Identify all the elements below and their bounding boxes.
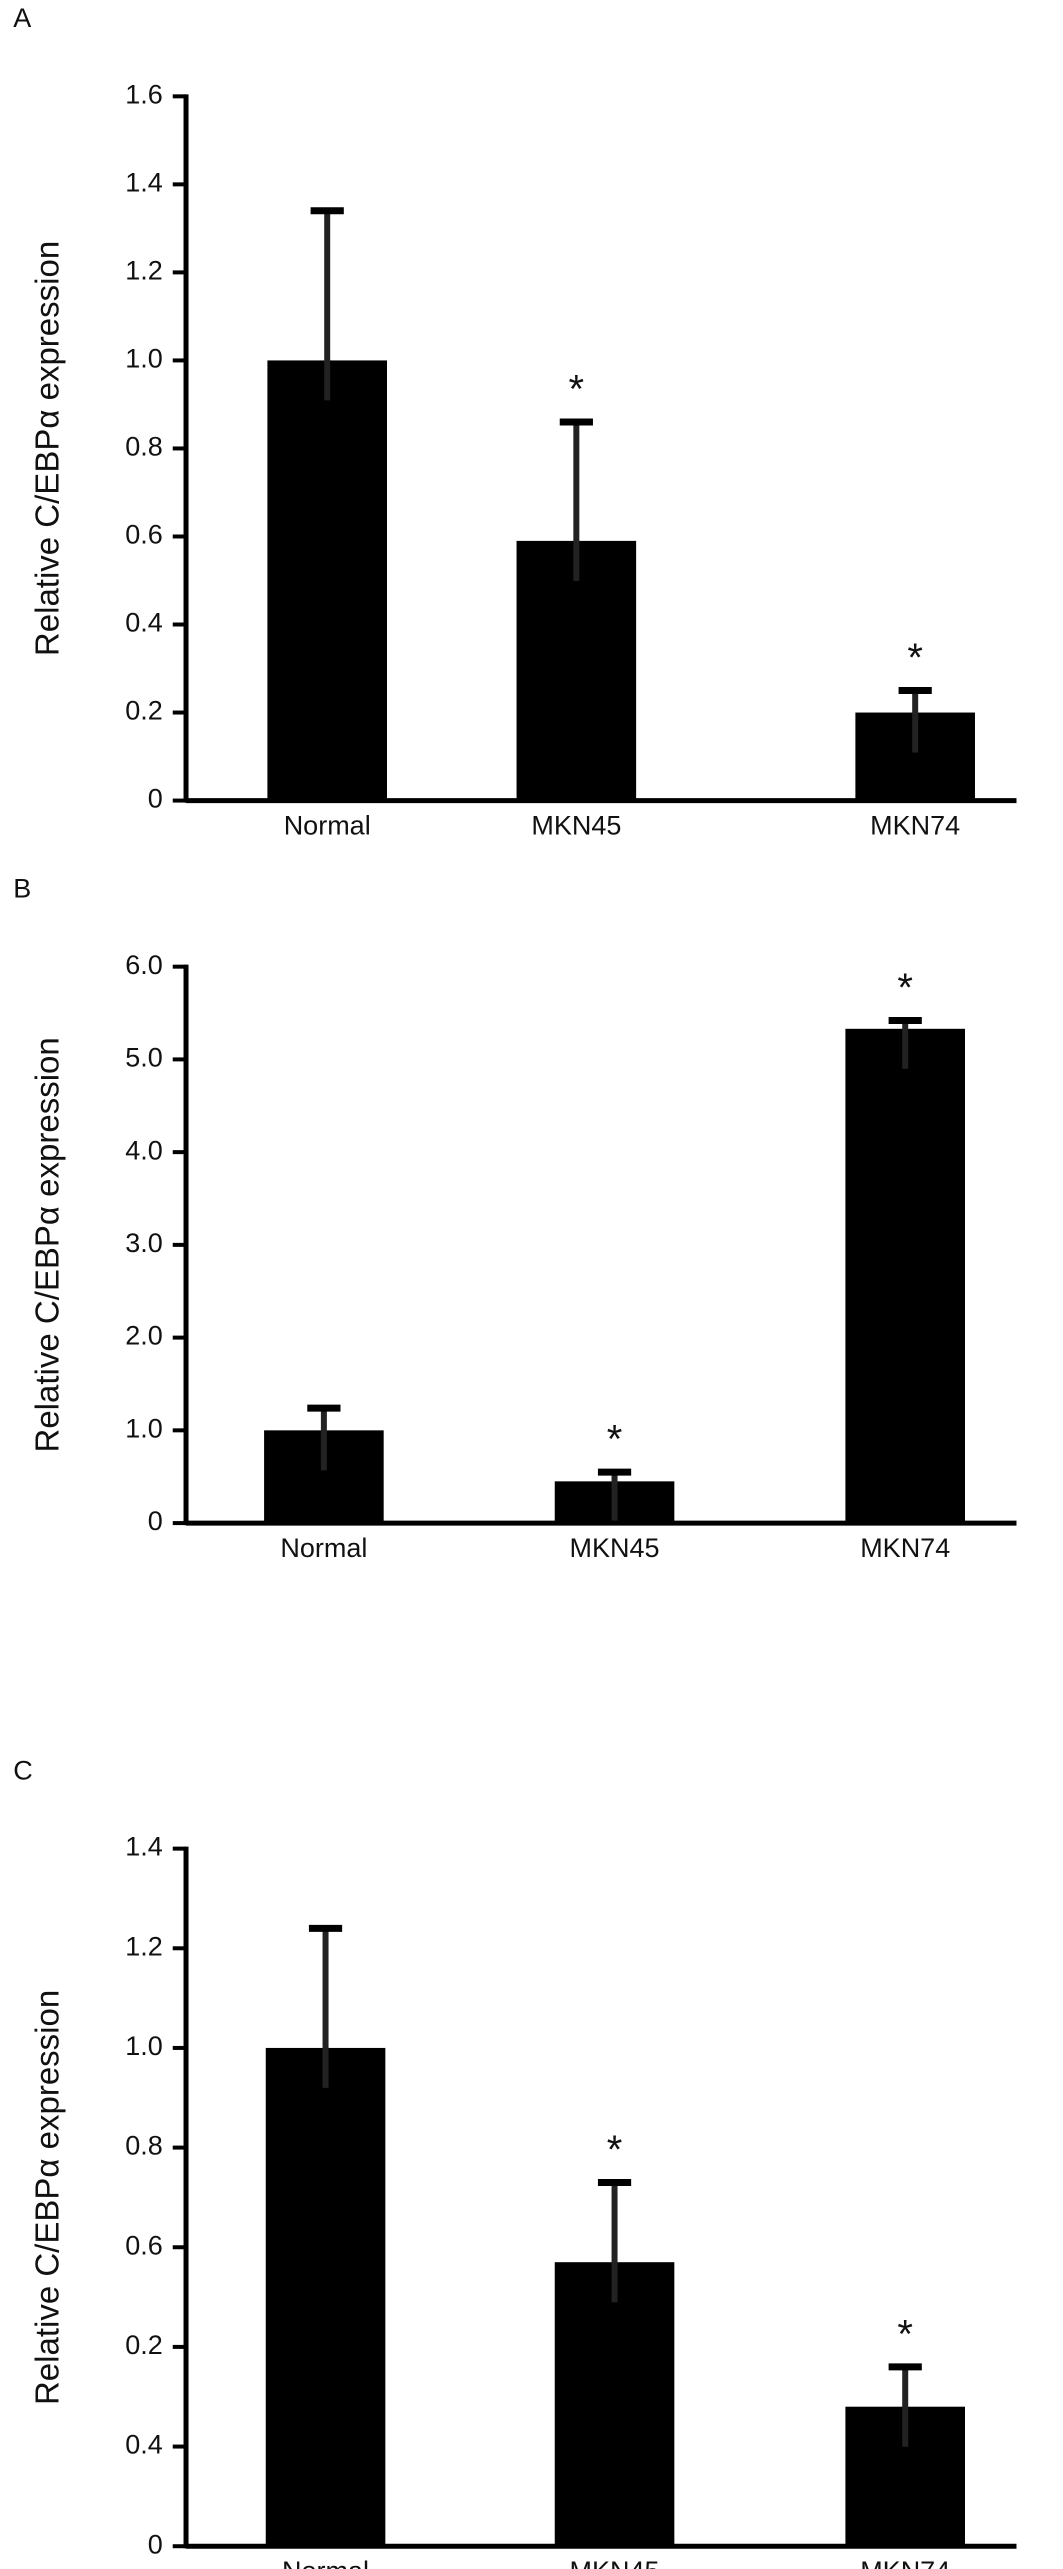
bar (267, 360, 387, 801)
bar (516, 540, 637, 801)
y-tick-label: 1.0 (125, 344, 163, 374)
y-tick-label: 0.2 (125, 2330, 163, 2360)
y-tick-label: 1.4 (125, 1832, 163, 1862)
y-tick-label: 0 (148, 1506, 163, 1536)
x-tick-label: Normal (280, 1533, 367, 1563)
y-tick-label: 0.6 (125, 520, 163, 550)
panel-label: B (13, 873, 31, 903)
x-tick-label: MKN45 (531, 810, 621, 840)
significance-mark: * (897, 966, 913, 1010)
x-tick-label: Normal (284, 810, 371, 840)
panel-label: C (13, 1755, 32, 1785)
y-axis-label: Relative C/EBPα expression (29, 1037, 66, 1452)
y-tick-label: 1.6 (125, 79, 163, 109)
x-tick-label: MKN45 (570, 2556, 660, 2569)
y-tick-label: 1.4 (125, 167, 163, 197)
y-tick-label: 0.4 (125, 608, 163, 638)
y-tick-label: 6.0 (125, 950, 163, 980)
x-tick-label: MKN74 (860, 2556, 950, 2569)
y-axis-label: Relative C/EBPα expression (29, 1990, 66, 2405)
y-tick-label: 0 (148, 2529, 163, 2559)
y-tick-label: 0.8 (125, 432, 163, 462)
y-tick-label: 5.0 (125, 1043, 163, 1073)
y-tick-label: 1.0 (125, 2031, 163, 2061)
x-tick-label: Normal (282, 2556, 369, 2569)
significance-mark: * (607, 1418, 623, 1462)
y-tick-label: 1.0 (125, 1413, 163, 1443)
x-tick-label: MKN45 (570, 1533, 660, 1563)
y-tick-label: 1.2 (125, 1931, 163, 1961)
y-tick-label: 2.0 (125, 1321, 163, 1351)
y-tick-label: 0 (148, 784, 163, 814)
y-tick-label: 1.2 (125, 256, 163, 286)
y-axis-label: Relative C/EBPα expression (29, 241, 66, 656)
y-tick-label: 3.0 (125, 1228, 163, 1258)
y-tick-label: 0.6 (125, 2230, 163, 2260)
panel-label: A (13, 3, 31, 33)
bar (265, 2047, 386, 2547)
significance-mark: * (897, 2313, 913, 2357)
significance-mark: * (607, 2128, 623, 2172)
bar (845, 1028, 966, 1524)
significance-mark: * (569, 368, 585, 412)
y-tick-label: 0.8 (125, 2131, 163, 2161)
bar (554, 2262, 675, 2547)
y-tick-label: 4.0 (125, 1135, 163, 1165)
significance-mark: * (907, 636, 923, 680)
y-tick-label: 0.2 (125, 696, 163, 726)
x-tick-label: MKN74 (860, 1533, 950, 1563)
x-tick-label: MKN74 (870, 810, 960, 840)
y-tick-label: 0.4 (125, 2430, 163, 2460)
